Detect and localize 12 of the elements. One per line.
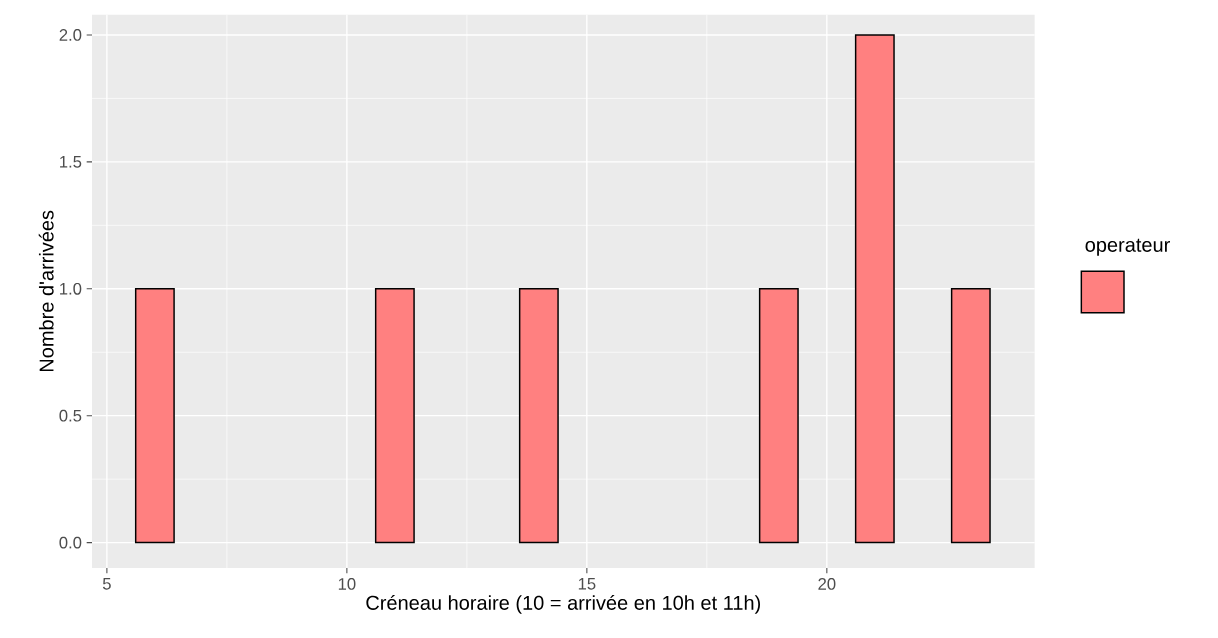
y-tick-label: 1.0 xyxy=(60,282,82,295)
x-tick-label: 10 xyxy=(338,578,356,590)
y-tick-label: 0.0 xyxy=(59,536,82,549)
y-tick-label: 1.5 xyxy=(60,156,82,168)
x-tick-label: 5 xyxy=(102,578,111,590)
x-tick-label: 15 xyxy=(578,578,596,590)
x-axis-title: Créneau horaire (10 = arrivée en 10h et 11h) xyxy=(366,594,761,614)
x-tick-label: 20 xyxy=(818,578,836,590)
y-tick-label: 0.5 xyxy=(59,409,82,422)
y-tick-label: 2.0 xyxy=(59,29,82,41)
y-axis-title: Nombre d'arrivées xyxy=(38,210,54,372)
legend-title: operateur xyxy=(1085,238,1170,256)
